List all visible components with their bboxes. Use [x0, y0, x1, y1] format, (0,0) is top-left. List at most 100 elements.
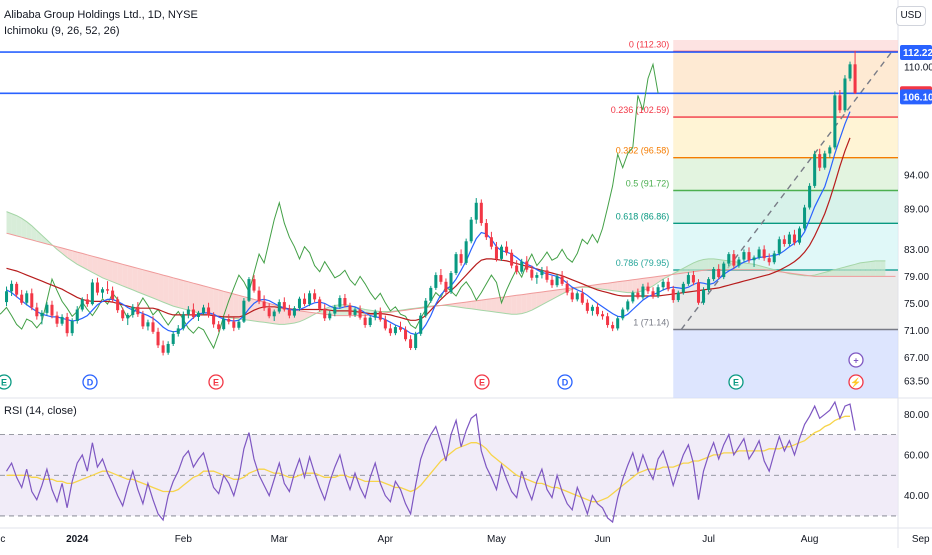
ichimoku-cloud-segment [658, 275, 664, 283]
price-label-text: 106.10 [903, 92, 932, 103]
indicator-legend[interactable]: Ichimoku (9, 26, 52, 26) [4, 25, 120, 37]
ichimoku-cloud-segment [102, 258, 108, 280]
x-axis-tick-label: May [487, 534, 506, 545]
candle-body [505, 246, 509, 253]
candle-body [176, 328, 180, 334]
ichimoku-cloud-segment [698, 259, 704, 272]
candle-body [151, 322, 155, 332]
y-axis-tick-label: 71.00 [904, 326, 929, 337]
candle-body [65, 316, 69, 334]
ichimoku-cloud-segment [496, 297, 502, 313]
ichimoku-cloud-segment [107, 260, 113, 282]
event-marker-circle [728, 374, 744, 390]
ichimoku-cloud-segment [476, 300, 482, 311]
ichimoku-cloud-segment [546, 290, 553, 303]
ichimoku-cloud-segment [703, 258, 709, 271]
ichimoku-cloud-segment [486, 298, 492, 312]
candle-body [550, 279, 554, 286]
candle-body [565, 283, 569, 293]
candle-body [156, 331, 160, 346]
ichimoku-cloud-segment [87, 254, 93, 273]
candle-body [222, 318, 226, 330]
event-marker-other[interactable]: ⚡ [848, 374, 864, 390]
candle-body [510, 252, 514, 266]
price-label-tag: 112.22 [900, 45, 932, 61]
rsi-axis-tick-label: 40.00 [904, 491, 929, 502]
event-marker-circle [0, 374, 12, 390]
candle-body [737, 259, 741, 266]
ichimoku-cloud-segment [829, 269, 835, 277]
rsi-legend[interactable]: RSI (14, close) [4, 405, 77, 417]
candle-body [373, 311, 377, 318]
ichimoku-cloud-segment [506, 296, 512, 315]
symbol-title[interactable]: Alibaba Group Holdings Ltd., 1D, NYSE [4, 9, 198, 21]
event-marker-letter: ⚡ [850, 377, 861, 389]
candle-body [560, 276, 564, 284]
candle-body [85, 299, 89, 305]
candle-body [126, 314, 130, 319]
ichimoku-cloud-segment [844, 265, 851, 277]
event-marker-earnings[interactable]: E [208, 374, 224, 390]
candle-body [555, 276, 559, 286]
candle-body [333, 306, 337, 314]
candle-body [671, 289, 675, 301]
ichimoku-cloud-segment [471, 300, 477, 310]
candle-body [494, 246, 498, 259]
candle-body [25, 293, 29, 303]
event-marker-earnings[interactable]: E [728, 374, 744, 390]
ichimoku-cloud-segment [233, 293, 239, 319]
candle-body [575, 293, 579, 300]
event-marker-letter: E [733, 378, 739, 388]
candle-body [570, 292, 574, 300]
candle-body [757, 249, 761, 258]
event-marker-dividend[interactable]: D [82, 374, 98, 390]
candle-body [727, 254, 731, 264]
candle-body [414, 333, 418, 349]
candle-body [398, 327, 403, 330]
fib-band [673, 157, 898, 191]
ichimoku-cloud-segment [198, 284, 204, 315]
event-marker-circle [82, 374, 98, 390]
ichimoku-cloud-segment [16, 215, 22, 238]
candle-body [404, 329, 408, 340]
candle-body [489, 237, 493, 247]
candle-body [813, 154, 817, 186]
ichimoku-cloud-segment [461, 302, 467, 309]
currency-button[interactable]: USD [896, 6, 926, 26]
candle-body [272, 311, 276, 317]
ichimoku-cloud-segment [77, 252, 83, 267]
candle-body [191, 309, 195, 317]
ichimoku-cloud-segment [57, 246, 63, 254]
candle-body [808, 185, 812, 208]
y-axis-tick-label: 94.00 [904, 171, 929, 182]
candle-body [121, 310, 125, 319]
candle-body [30, 293, 34, 308]
candle-body [434, 275, 438, 288]
candle-body [803, 207, 807, 229]
ichimoku-cloud-segment [62, 248, 68, 258]
event-marker-earnings[interactable]: E [474, 374, 490, 390]
candle-body [696, 282, 701, 303]
ichimoku-cloud-segment [647, 277, 654, 289]
candle-body [75, 309, 79, 321]
event-marker-other[interactable]: + [848, 352, 864, 368]
event-marker-earnings[interactable]: E [0, 374, 12, 390]
ichimoku-cloud-segment [82, 253, 88, 270]
ichimoku-cloud-segment [557, 289, 563, 297]
event-marker-circle [848, 374, 864, 390]
ichimoku-cloud-segment [117, 262, 123, 286]
candle-body [545, 270, 549, 280]
event-marker-dividend[interactable]: D [557, 374, 573, 390]
candle-body [595, 306, 599, 315]
event-marker-circle [208, 374, 224, 390]
candle-body [388, 328, 392, 334]
ichimoku-cloud-segment [11, 213, 17, 236]
candle-body [20, 294, 24, 303]
y-axis-tick-label: 83.00 [904, 245, 929, 256]
fib-level-label: 0.618 (86.86) [616, 211, 670, 221]
x-axis-tick-label: Mar [271, 534, 289, 545]
event-marker-letter: + [853, 356, 858, 366]
ichimoku-cloud-segment [183, 280, 189, 311]
